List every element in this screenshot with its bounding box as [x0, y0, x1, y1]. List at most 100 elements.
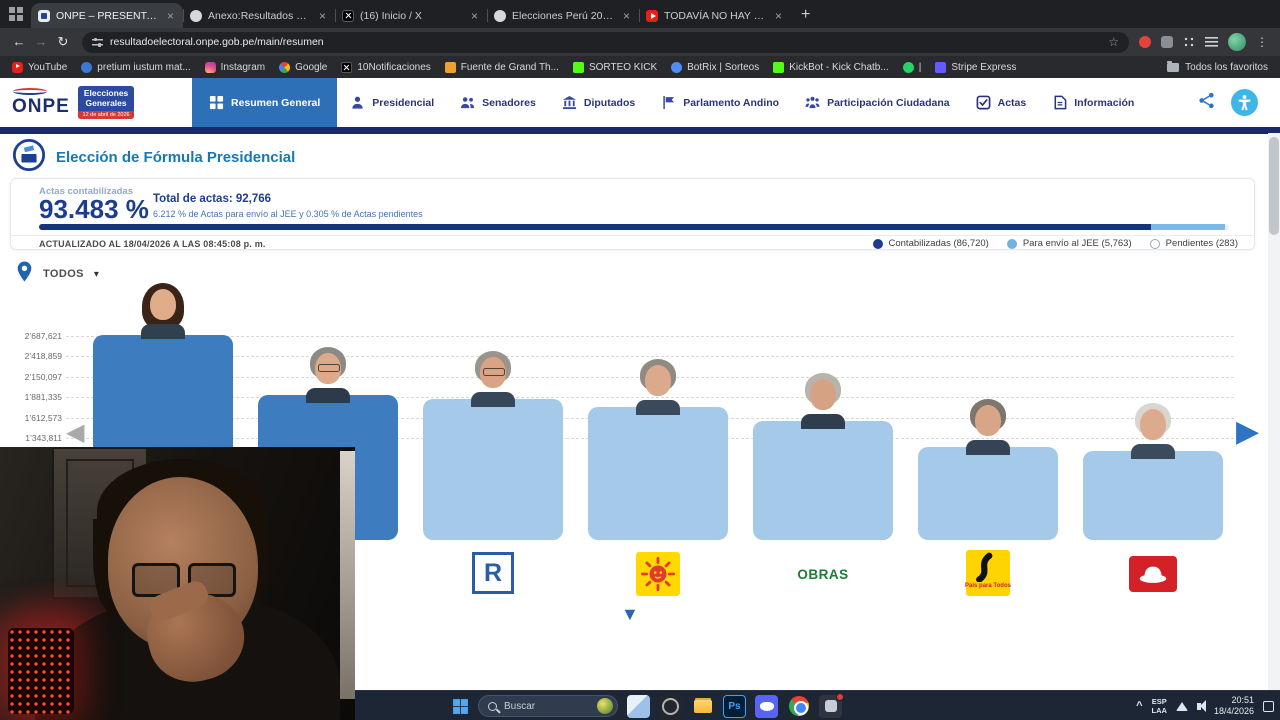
bookmarks-bar: YouTube pretium iustum mat... Instagram …	[0, 56, 1280, 78]
bookmark-label: Fuente de Grand Th...	[460, 61, 559, 73]
tab-title: Anexo:Resultados de las elecci...	[208, 9, 311, 22]
header-actions	[1188, 78, 1280, 127]
nav-resumen-general[interactable]: Resumen General	[192, 78, 338, 127]
room-door-edge	[340, 451, 355, 699]
start-button[interactable]	[452, 698, 469, 715]
all-bookmarks-button[interactable]: Todos los favoritos	[1167, 60, 1268, 73]
forward-button[interactable]: →	[34, 34, 48, 49]
bookmark-stripe[interactable]: Stripe Express	[935, 61, 1016, 73]
close-tab-icon[interactable]: ×	[470, 8, 478, 23]
file-explorer-app-icon[interactable]	[691, 695, 714, 718]
bar-candidate-7[interactable]	[1083, 451, 1223, 540]
tab-wikipedia-resultados[interactable]: Anexo:Resultados de las elecci... ×	[183, 3, 335, 28]
nav-presidencial[interactable]: Presidencial	[337, 78, 447, 127]
bar-candidate-5[interactable]	[753, 421, 893, 540]
notification-center-icon[interactable]	[1263, 700, 1274, 712]
system-tray: ^ ESP LAA 20:51 18/4/2026	[1136, 691, 1274, 720]
tab-video[interactable]: TODAVÍA NO HAY SEGUNDA V... ×	[639, 3, 791, 28]
bar-candidate-6[interactable]	[918, 447, 1058, 540]
share-button[interactable]	[1198, 92, 1215, 114]
legend-envio-jee: Para envío al JEE (5,763)	[1006, 238, 1132, 249]
browser-toolbar: ← → ↻ resultadoelectoral.onpe.gob.pe/mai…	[0, 28, 1280, 56]
bookmark-x-notificaciones[interactable]: 10Notificaciones	[341, 61, 431, 73]
actas-detail: 6.212 % de Actas para envío al JEE y 0.3…	[153, 209, 423, 219]
nav-participacion-ciudadana[interactable]: Participación Ciudadana	[792, 78, 963, 127]
reload-button[interactable]: ↻	[57, 34, 69, 49]
chrome-app-icon[interactable]	[787, 695, 810, 718]
bookmark-kickbot[interactable]: KickBot - Kick Chatb...	[773, 61, 889, 73]
language-indicator[interactable]: ESP LAA	[1152, 697, 1167, 715]
nav-senadores[interactable]: Senadores	[447, 78, 549, 127]
legend-dot-icon	[1006, 238, 1017, 249]
region-filter[interactable]: TODOS ▾	[16, 261, 99, 286]
sun-icon	[641, 557, 675, 591]
carousel-right-arrow[interactable]: ▶	[1236, 415, 1260, 448]
ballot-box-emblem-icon	[12, 138, 46, 177]
recording-extension-icon[interactable]	[1139, 36, 1151, 48]
legend-label: Contabilizadas (86,720)	[888, 238, 989, 249]
tab-onpe[interactable]: ONPE – PRESENTACIÓN DE RES... ×	[31, 3, 183, 28]
bookmark-google[interactable]: Google	[279, 61, 327, 73]
onpe-logo[interactable]: ONPE	[12, 87, 70, 118]
taskbar-search[interactable]: Buscar	[478, 695, 618, 717]
volume-icon[interactable]	[1196, 700, 1206, 712]
chart-page-down-arrow[interactable]: ▼	[621, 604, 639, 624]
bookmark-fuente-gta[interactable]: Fuente de Grand Th...	[444, 61, 559, 73]
chevron-down-icon[interactable]: ▾	[93, 268, 99, 280]
extensions-grid-icon[interactable]	[1183, 36, 1195, 48]
nav-parlamento-andino[interactable]: Parlamento Andino	[648, 78, 792, 127]
y-axis-tick: 2’150,097	[24, 372, 62, 382]
kick-favicon	[773, 61, 785, 73]
actas-progress-bar	[39, 224, 1229, 230]
bookmark-whatsapp[interactable]: |	[902, 61, 921, 73]
browser-menu-icon[interactable]: ⋮	[1256, 35, 1268, 49]
bar-candidate-4[interactable]	[588, 407, 728, 540]
nav-informacion[interactable]: Información	[1039, 78, 1147, 127]
url-text[interactable]: resultadoelectoral.onpe.gob.pe/main/resu…	[110, 36, 324, 48]
windows-logo-icon	[453, 698, 468, 714]
scrollbar-track[interactable]	[1268, 133, 1280, 690]
taskbar-clock[interactable]: 20:51 18/4/2026	[1214, 695, 1254, 718]
extension-icon[interactable]	[1161, 36, 1173, 48]
reading-list-icon[interactable]	[1205, 37, 1218, 47]
new-tab-button[interactable]: +	[801, 6, 811, 23]
bookmark-pretium[interactable]: pretium iustum mat...	[81, 61, 191, 73]
game-launcher-app-icon[interactable]	[819, 692, 844, 718]
chrome-logo-icon	[788, 696, 809, 716]
bookmark-sorteo-kick[interactable]: SORTEO KICK	[572, 61, 657, 73]
bookmark-botrix[interactable]: BotRix | Sorteos	[671, 61, 759, 73]
people-group-icon	[805, 96, 820, 109]
profile-avatar[interactable]	[1228, 33, 1246, 51]
nav-actas[interactable]: Actas	[963, 78, 1040, 127]
tab-elecciones-peru[interactable]: Elecciones Perú 2026 — Congr... ×	[487, 3, 639, 28]
legend-dot-icon	[1149, 238, 1160, 249]
back-button[interactable]: ←	[12, 34, 26, 49]
bar-candidate-3[interactable]	[423, 399, 563, 540]
discord-app-icon[interactable]	[755, 694, 778, 718]
actas-label: Actas contabilizadas	[39, 186, 133, 197]
bookmark-instagram[interactable]: Instagram	[204, 61, 265, 73]
nav-label: Información	[1074, 96, 1135, 109]
site-settings-icon[interactable]	[92, 37, 103, 47]
page-title: Elección de Fórmula Presidencial	[56, 148, 296, 166]
tab-x-inicio[interactable]: (16) Inicio / X ×	[335, 3, 487, 28]
obs-studio-app-icon[interactable]	[659, 694, 682, 718]
tray-expand-icon[interactable]: ^	[1136, 700, 1143, 712]
carousel-left-arrow[interactable]: ◀	[66, 419, 85, 446]
bookmark-star-icon[interactable]: ☆	[1108, 35, 1119, 49]
close-tab-icon[interactable]: ×	[318, 8, 326, 23]
photoshop-app-icon[interactable]: Ps	[723, 694, 746, 718]
apps-grid-icon[interactable]	[9, 7, 23, 21]
scrollbar-thumb[interactable]	[1269, 137, 1279, 235]
accessibility-button[interactable]	[1231, 89, 1258, 116]
close-tab-icon[interactable]: ×	[622, 8, 630, 23]
address-bar[interactable]: resultadoelectoral.onpe.gob.pe/main/resu…	[82, 31, 1129, 53]
bookmark-youtube[interactable]: YouTube	[12, 61, 67, 73]
nav-diputados[interactable]: Diputados	[549, 78, 648, 127]
close-tab-icon[interactable]: ×	[166, 8, 174, 23]
close-tab-icon[interactable]: ×	[774, 8, 782, 23]
media-gallery-app-icon[interactable]	[627, 694, 650, 718]
party-logo-sun	[636, 552, 680, 596]
wifi-icon[interactable]	[1175, 701, 1188, 711]
